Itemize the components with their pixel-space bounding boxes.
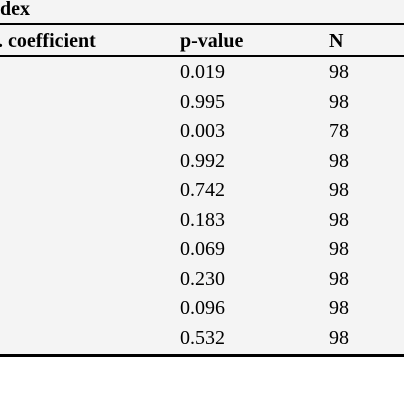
table-row: 0.183 98 xyxy=(0,206,404,236)
top-rule xyxy=(0,23,404,25)
table-row: 0.995 98 xyxy=(0,88,404,118)
p-value-cell: 0.230 xyxy=(180,267,225,290)
p-value-cell: 0.003 xyxy=(180,120,225,142)
results-table: dex . coefficient p-value N 0.019 98 0.9… xyxy=(0,0,404,357)
p-value-cell: 0.069 xyxy=(180,238,225,260)
p-value-cell: 0.019 xyxy=(180,61,225,83)
p-value-cell: 0.995 xyxy=(180,90,225,113)
n-cell: 98 xyxy=(329,297,349,319)
table-row: 0.532 98 xyxy=(0,324,404,354)
table-row: 0.992 98 xyxy=(0,147,404,177)
table-row: 0.230 98 xyxy=(0,265,404,295)
header-coefficient: . coefficient xyxy=(0,30,96,52)
header-n: N xyxy=(329,30,344,52)
header-rule xyxy=(0,55,404,57)
n-cell: 98 xyxy=(329,267,349,290)
table-row: 0.096 98 xyxy=(0,294,404,324)
n-cell: 98 xyxy=(329,61,349,83)
table-title-fragment: dex xyxy=(0,0,30,20)
header-p-value: p-value xyxy=(180,30,244,52)
table-header-row: . coefficient p-value N xyxy=(0,30,404,52)
n-cell: 98 xyxy=(329,179,349,201)
n-cell: 98 xyxy=(329,208,349,231)
p-value-cell: 0.096 xyxy=(180,297,225,319)
p-value-cell: 0.183 xyxy=(180,208,225,231)
n-cell: 78 xyxy=(329,120,349,142)
p-value-cell: 0.532 xyxy=(180,326,225,349)
n-cell: 98 xyxy=(329,326,349,349)
table-body: 0.019 98 0.995 98 0.003 78 0.992 98 0.74… xyxy=(0,58,404,353)
p-value-cell: 0.992 xyxy=(180,149,225,172)
p-value-cell: 0.742 xyxy=(180,179,225,201)
table-row: 0.069 98 xyxy=(0,235,404,265)
n-cell: 98 xyxy=(329,149,349,172)
table-row: 0.003 78 xyxy=(0,117,404,147)
n-cell: 98 xyxy=(329,238,349,260)
table-row: 0.742 98 xyxy=(0,176,404,206)
bottom-rule xyxy=(0,354,404,357)
n-cell: 98 xyxy=(329,90,349,113)
table-row: 0.019 98 xyxy=(0,58,404,88)
